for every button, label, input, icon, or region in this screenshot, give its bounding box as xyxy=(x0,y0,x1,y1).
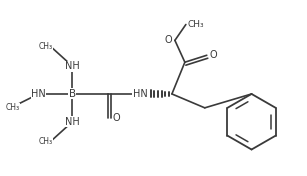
Text: O: O xyxy=(112,113,120,123)
Text: HN: HN xyxy=(133,89,147,99)
Text: CH₃: CH₃ xyxy=(38,42,52,51)
Text: O: O xyxy=(164,35,172,45)
Text: HN: HN xyxy=(31,89,46,99)
Text: B: B xyxy=(69,89,76,99)
Text: NH: NH xyxy=(65,117,80,127)
Text: O: O xyxy=(210,50,218,60)
Text: CH₃: CH₃ xyxy=(38,137,52,146)
Text: CH₃: CH₃ xyxy=(188,20,204,29)
Text: CH₃: CH₃ xyxy=(6,103,20,112)
Text: NH: NH xyxy=(65,61,80,71)
